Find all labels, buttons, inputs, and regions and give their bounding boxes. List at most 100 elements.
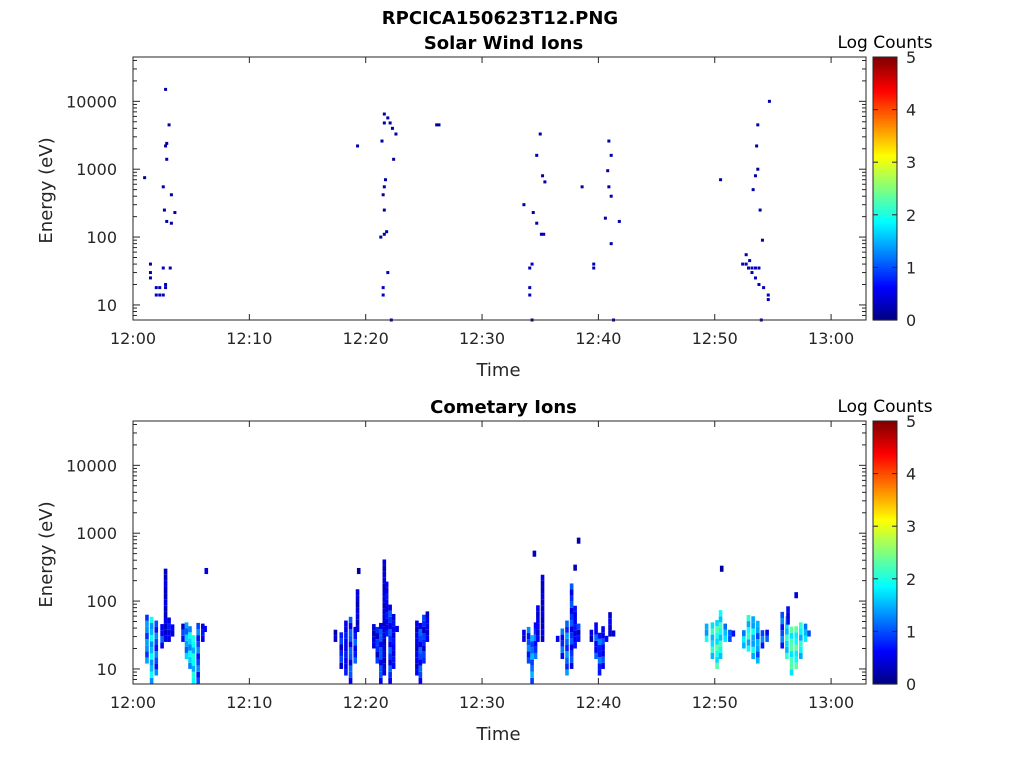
data-cell — [538, 132, 542, 136]
data-cell — [384, 599, 389, 607]
data-cell — [149, 677, 154, 684]
data-cell — [560, 634, 565, 641]
colorbar-segment — [873, 164, 897, 168]
colorbar-segment — [873, 131, 897, 135]
colorbar-segment — [873, 155, 897, 159]
colorbar-segment — [873, 600, 897, 604]
data-cell — [744, 253, 748, 257]
data-cell — [386, 271, 390, 275]
colorbar-segment — [873, 488, 897, 492]
data-cell — [145, 614, 149, 621]
data-cell — [608, 630, 612, 637]
data-cell — [540, 629, 545, 636]
data-cell — [425, 611, 430, 618]
colorbar-segment — [873, 618, 897, 622]
colorbar-segment — [873, 517, 897, 521]
data-cell — [385, 230, 389, 234]
data-cell — [601, 638, 605, 645]
data-cell — [780, 624, 785, 631]
colorbar-segment — [873, 508, 897, 512]
data-cell — [751, 634, 755, 641]
data-cell — [530, 635, 534, 642]
data-cell — [715, 662, 719, 669]
data-cell — [530, 647, 534, 654]
colorbar-segment — [873, 232, 897, 236]
data-cell — [573, 624, 577, 631]
data-cell — [348, 622, 353, 630]
data-cell — [201, 629, 205, 636]
colorbar-segment — [873, 271, 897, 275]
data-cell — [154, 651, 159, 658]
data-cell — [803, 635, 808, 642]
data-cell — [704, 629, 709, 636]
data-cell — [597, 657, 602, 664]
data-cell — [372, 624, 376, 631]
data-cell — [191, 671, 196, 678]
x-axis-label: Time — [475, 360, 520, 381]
data-cell — [380, 139, 384, 143]
data-cell — [379, 622, 383, 630]
data-cell — [746, 645, 751, 652]
data-cell — [418, 671, 423, 678]
colorbar-segment — [873, 57, 897, 60]
plot-frame — [132, 420, 867, 685]
data-cell — [569, 607, 574, 614]
data-cell — [766, 298, 770, 302]
data-cell — [391, 620, 396, 627]
data-cell — [391, 626, 396, 633]
data-cell — [533, 634, 538, 641]
x-tick-label: 12:10 — [226, 329, 272, 348]
data-cell — [418, 635, 423, 642]
data-cell — [344, 638, 348, 645]
data-cell — [164, 286, 168, 290]
colorbar-segment — [873, 197, 897, 201]
data-cell — [382, 626, 387, 633]
data-cell — [145, 639, 149, 646]
colorbar-segment — [873, 63, 897, 67]
colorbar-segment — [873, 679, 897, 683]
data-cell — [415, 644, 419, 652]
data-cell — [748, 259, 752, 263]
colorbar-segment — [873, 67, 897, 71]
colorbar-segment — [873, 469, 897, 473]
data-cell — [597, 638, 602, 645]
data-cell — [382, 651, 387, 658]
data-cell — [201, 623, 205, 630]
x-tick-label: 12:50 — [692, 329, 738, 348]
colorbar-segment — [873, 651, 897, 654]
y-tick-label: 100 — [86, 228, 117, 247]
data-cell — [746, 621, 751, 628]
colorbar-segment — [873, 144, 897, 148]
data-cell — [145, 633, 149, 640]
x-tick-label: 12:00 — [110, 693, 156, 712]
data-cell — [167, 123, 171, 127]
data-cell — [786, 618, 790, 625]
data-cell — [348, 641, 353, 648]
x-tick-label: 12:40 — [575, 329, 621, 348]
data-cell — [383, 178, 387, 182]
data-cell — [348, 629, 353, 636]
x-tick-label: 12:30 — [459, 693, 505, 712]
colorbar-segment — [873, 186, 897, 190]
data-cell — [569, 638, 574, 645]
data-cell — [728, 635, 732, 642]
data-cell — [415, 651, 419, 658]
data-cell — [573, 630, 577, 637]
data-cell — [339, 638, 344, 645]
data-cell — [375, 657, 380, 664]
data-cell — [391, 662, 396, 669]
colorbar-segment — [873, 179, 897, 183]
data-cell — [437, 123, 441, 127]
data-cell — [339, 644, 344, 651]
data-cell — [382, 602, 387, 609]
data-cell — [382, 669, 387, 676]
colorbar-segment — [873, 445, 897, 448]
colorbar-segment — [873, 519, 897, 523]
data-cell — [188, 656, 192, 663]
data-cell — [164, 144, 168, 148]
data-cell — [755, 657, 760, 664]
data-cell — [196, 659, 200, 666]
colorbar-segment — [873, 635, 897, 639]
data-cell — [799, 652, 803, 660]
colorbar-segment — [873, 278, 897, 282]
